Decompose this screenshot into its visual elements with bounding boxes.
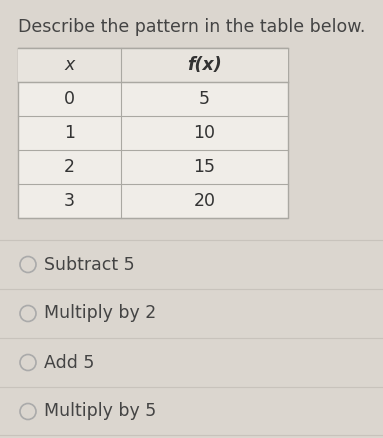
Bar [18, 48, 288, 218]
Text: 15: 15 [193, 158, 215, 176]
Text: 5: 5 [199, 90, 210, 108]
Text: 2: 2 [64, 158, 75, 176]
Text: 0: 0 [64, 90, 75, 108]
Text: Subtract 5: Subtract 5 [44, 255, 135, 273]
Text: x: x [64, 56, 74, 74]
Text: Add 5: Add 5 [44, 353, 94, 371]
Text: 1: 1 [64, 124, 75, 142]
Text: Describe the pattern in the table below.: Describe the pattern in the table below. [18, 18, 365, 36]
Bar [18, 48, 288, 82]
Text: 20: 20 [193, 192, 215, 210]
Text: Multiply by 2: Multiply by 2 [44, 304, 156, 322]
Text: f(x): f(x) [187, 56, 222, 74]
Text: 10: 10 [193, 124, 215, 142]
Bar [0, 240, 383, 436]
Text: Multiply by 5: Multiply by 5 [44, 403, 156, 420]
Text: 3: 3 [64, 192, 75, 210]
